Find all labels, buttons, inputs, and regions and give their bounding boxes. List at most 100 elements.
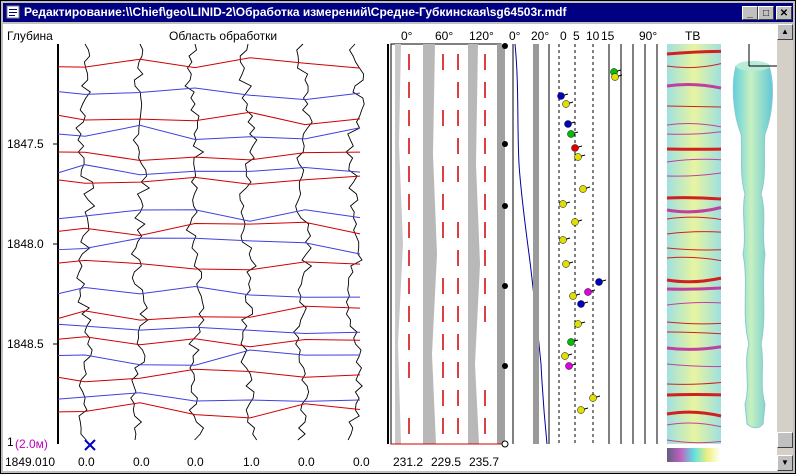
tadpole [584, 288, 592, 296]
tv-image [667, 44, 721, 444]
tadpole [562, 260, 570, 268]
channel-value: 0.0 [298, 455, 315, 469]
tv-feature-line [666, 256, 722, 262]
tv-feature-line [666, 63, 722, 69]
deviation-curve [514, 43, 548, 445]
depth-label: 1847.5 [7, 137, 44, 151]
tv-image-features [666, 49, 722, 444]
tv-feature-line [666, 393, 722, 397]
track-dot [502, 43, 508, 49]
tadpole [569, 292, 577, 300]
tadpole [574, 153, 582, 161]
tadpole [565, 362, 573, 370]
sinusoid-trace [57, 151, 361, 162]
tadpole [611, 73, 619, 81]
orientation-band [395, 44, 403, 444]
tadpole [561, 352, 569, 360]
arrow-down-icon: ▼ [781, 458, 789, 467]
sinusoid-trace [57, 323, 361, 335]
depth-header: Глубина [7, 29, 53, 43]
channel-value: 0.0 [133, 455, 150, 469]
sinusoid-trace [57, 209, 361, 222]
angle-header-60: 60° [435, 29, 454, 43]
angle-value: 229.5 [431, 455, 462, 469]
tv-feature-line [666, 345, 722, 351]
channel-curve [345, 43, 365, 441]
sinusoid-trace [57, 57, 361, 69]
minimize-button[interactable]: _ [742, 6, 758, 20]
sinusoid-trace [57, 259, 361, 271]
orientation-track [390, 43, 502, 445]
tadpole [559, 236, 567, 244]
sinusoid-trace [57, 124, 361, 141]
interval-label[interactable]: (2.0м) [15, 437, 48, 451]
tadpole [557, 92, 565, 100]
tv-feature-line [666, 123, 722, 128]
vertical-scrollbar[interactable]: ▲ ▼ [777, 24, 793, 471]
sinusoid-trace [57, 305, 361, 321]
tv-feature-line [666, 49, 722, 56]
tv-feature-line [666, 158, 722, 163]
sinusoid-trace [57, 164, 361, 176]
sinusoid-trace [57, 285, 361, 298]
tadpole [571, 218, 579, 226]
tadpole [559, 200, 567, 208]
tv-feature-line [666, 286, 722, 291]
tv-feature-line [666, 196, 722, 201]
scroll-up-button[interactable]: ▲ [777, 24, 793, 40]
tadpole [571, 144, 579, 152]
tv-feature-line [666, 422, 722, 428]
sinusoid-trace [57, 111, 361, 126]
channel-curve [184, 43, 205, 441]
angle-header-120: 120° [469, 29, 494, 43]
title-bar[interactable]: Редактирование:\\Chief\geo\LINID-2\Обраб… [3, 3, 793, 22]
close-button[interactable]: ✕ [776, 6, 792, 20]
scroll-thumb[interactable] [777, 432, 793, 448]
channel-curve [293, 43, 313, 441]
tadpole [589, 394, 597, 402]
tv-feature-line [666, 247, 722, 251]
sinusoid-traces [57, 57, 361, 419]
track-dot [502, 141, 508, 147]
tv-feature-line [666, 363, 722, 368]
depth-label: 1848.0 [7, 237, 44, 251]
maximize-button[interactable]: □ [758, 6, 774, 20]
tv-feature-line [666, 410, 722, 418]
tadpole [577, 406, 585, 414]
tv-feature-line [666, 331, 722, 335]
dip-scale-5: 5 [573, 29, 580, 43]
tadpole [562, 100, 570, 108]
tadpole [579, 185, 587, 193]
log-tracks [53, 43, 777, 462]
log-view[interactable]: Глубина Область обработки 0° 60° 120° 0°… [3, 24, 777, 471]
scroll-down-button[interactable]: ▼ [777, 455, 793, 471]
sinusoid-trace [57, 175, 361, 185]
sinusoid-trace [57, 87, 361, 101]
tv-feature-line [666, 131, 722, 135]
orientation-band [423, 44, 437, 444]
tv-feature-line [666, 382, 722, 385]
dip-scale-0: 0 [560, 29, 567, 43]
close-icon: ✕ [779, 8, 789, 19]
sinusoid-trace [57, 336, 361, 348]
tadpole [595, 278, 603, 286]
tv-header: ТВ [685, 29, 701, 43]
tadpole [577, 300, 585, 308]
window-title: Редактирование:\\Chief\geo\LINID-2\Обраб… [24, 5, 567, 19]
track-dot [502, 363, 508, 369]
tv-feature-line [666, 439, 722, 444]
channel-value: 0.0 [187, 455, 204, 469]
angle-header-90: 90° [639, 29, 658, 43]
tv-feature-line [666, 172, 722, 177]
sinusoid-trace [57, 402, 361, 419]
angle-value: 231.2 [393, 455, 424, 469]
sinusoid-trace [57, 392, 361, 402]
tadpole [567, 130, 575, 138]
deviation-band [533, 44, 539, 444]
channel-curve [75, 43, 96, 441]
footer-depth-value: 1849.010 [5, 455, 56, 469]
channel-curve [238, 43, 258, 441]
angle-header-0: 0° [401, 29, 413, 43]
channel-curve [130, 43, 151, 441]
